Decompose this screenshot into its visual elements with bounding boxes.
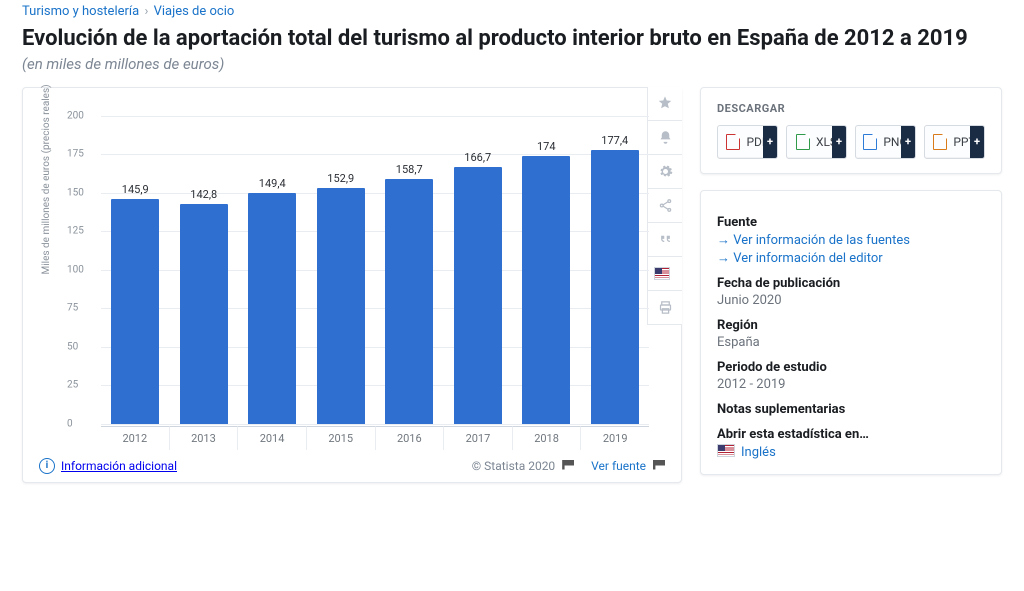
bar[interactable]: 158,7 bbox=[385, 179, 433, 423]
y-tick: 100 bbox=[67, 264, 84, 275]
x-tick: 2013 bbox=[170, 426, 239, 450]
chart-card: Miles de millones de euros (precios real… bbox=[22, 87, 682, 483]
y-tick: 200 bbox=[67, 110, 84, 121]
file-ppt-icon bbox=[933, 134, 947, 150]
plus-icon: + bbox=[901, 126, 915, 158]
bar-chart: Miles de millones de euros (precios real… bbox=[47, 110, 657, 450]
bar[interactable]: 166,7 bbox=[454, 167, 502, 424]
file-pdf-icon bbox=[726, 134, 740, 150]
download-xls-button[interactable]: XLS+ bbox=[786, 125, 847, 159]
additional-info-link[interactable]: Información adicional bbox=[61, 459, 177, 473]
x-tick: 2012 bbox=[101, 426, 170, 450]
x-tick: 2014 bbox=[238, 426, 307, 450]
page-subtitle: (en miles de millones de euros) bbox=[22, 55, 1002, 73]
bar-value-label: 177,4 bbox=[601, 134, 628, 147]
breadcrumb: Turismo y hostelería › Viajes de ocio bbox=[22, 0, 1002, 19]
bar[interactable]: 145,9 bbox=[111, 199, 159, 424]
bar[interactable]: 152,9 bbox=[317, 188, 365, 423]
plus-icon: + bbox=[832, 126, 846, 158]
download-png-button[interactable]: PNG+ bbox=[855, 125, 916, 159]
y-tick: 0 bbox=[67, 418, 73, 429]
bar[interactable]: 142,8 bbox=[180, 204, 228, 424]
copyright-text: © Statista 2020 bbox=[472, 459, 574, 473]
download-heading: DESCARGAR bbox=[717, 102, 985, 115]
bar-value-label: 152,9 bbox=[327, 172, 354, 185]
y-tick: 150 bbox=[67, 187, 84, 198]
meta-pubdate-value: Junio 2020 bbox=[717, 293, 985, 308]
meta-region-heading: Región bbox=[717, 318, 985, 333]
bar-value-label: 158,7 bbox=[396, 163, 423, 176]
bar-value-label: 174 bbox=[537, 140, 556, 153]
source-info-link[interactable]: → Ver información de las fuentes bbox=[717, 232, 985, 248]
y-tick: 75 bbox=[67, 303, 78, 314]
y-tick: 25 bbox=[67, 380, 78, 391]
source-flag-icon bbox=[653, 460, 665, 470]
bar[interactable]: 177,4 bbox=[591, 150, 639, 423]
bar[interactable]: 149,4 bbox=[248, 193, 296, 423]
bar-value-label: 142,8 bbox=[190, 188, 217, 201]
bar-value-label: 166,7 bbox=[464, 151, 491, 164]
report-flag-icon bbox=[562, 460, 574, 470]
meta-open-heading: Abrir esta estadística en… bbox=[717, 427, 985, 442]
meta-panel: Fuente → Ver información de las fuentes … bbox=[700, 190, 1002, 475]
x-tick: 2016 bbox=[376, 426, 445, 450]
download-ppt-button[interactable]: PPT+ bbox=[924, 125, 985, 159]
download-pdf-button[interactable]: PDF+ bbox=[717, 125, 778, 159]
x-tick: 2017 bbox=[444, 426, 513, 450]
meta-source-heading: Fuente bbox=[717, 215, 985, 230]
file-png-icon bbox=[863, 134, 877, 150]
x-tick: 2019 bbox=[581, 426, 649, 450]
meta-region-value: España bbox=[717, 335, 985, 350]
meta-notes-heading: Notas suplementarias bbox=[717, 402, 985, 417]
plus-icon: + bbox=[763, 126, 777, 158]
bar[interactable]: 174 bbox=[522, 156, 570, 424]
editor-info-link[interactable]: → Ver información del editor bbox=[717, 250, 985, 266]
meta-period-heading: Periodo de estudio bbox=[717, 360, 985, 375]
bar-value-label: 145,9 bbox=[122, 183, 149, 196]
y-tick: 50 bbox=[67, 341, 78, 352]
y-axis-label: Miles de millones de euros (precios real… bbox=[41, 84, 52, 274]
flag-en-icon bbox=[717, 444, 735, 457]
breadcrumb-b[interactable]: Viajes de ocio bbox=[154, 4, 235, 19]
file-xls-icon bbox=[796, 134, 810, 150]
meta-pubdate-heading: Fecha de publicación bbox=[717, 276, 985, 291]
meta-period-value: 2012 - 2019 bbox=[717, 377, 985, 392]
breadcrumb-a[interactable]: Turismo y hostelería bbox=[22, 4, 139, 19]
breadcrumb-sep: › bbox=[144, 4, 148, 19]
page-title: Evolución de la aportación total del tur… bbox=[22, 25, 1002, 53]
x-tick: 2018 bbox=[513, 426, 582, 450]
info-icon: i bbox=[39, 458, 55, 474]
download-panel: DESCARGAR PDF+XLS+PNG+PPT+ bbox=[700, 87, 1002, 174]
bar-value-label: 149,4 bbox=[259, 177, 286, 190]
view-source-link[interactable]: Ver fuente bbox=[591, 459, 665, 473]
x-tick: 2015 bbox=[307, 426, 376, 450]
y-tick: 125 bbox=[67, 226, 84, 237]
open-english-link[interactable]: Inglés bbox=[717, 444, 985, 460]
y-tick: 175 bbox=[67, 149, 84, 160]
plus-icon: + bbox=[970, 126, 984, 158]
